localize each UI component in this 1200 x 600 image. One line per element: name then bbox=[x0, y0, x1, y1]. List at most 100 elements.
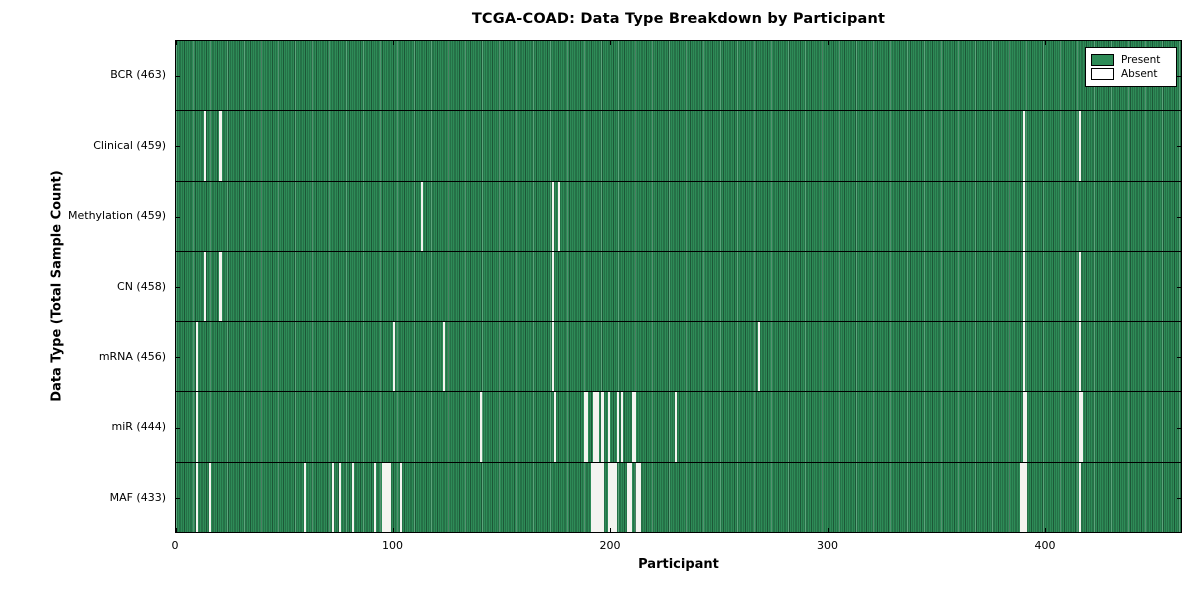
absent-stripe bbox=[551, 181, 554, 251]
xtick-mark bbox=[610, 528, 612, 532]
absent-stripe bbox=[636, 462, 639, 532]
absent-stripe bbox=[1022, 181, 1025, 251]
heatmap-row-miR bbox=[176, 391, 1181, 462]
absent-stripe bbox=[607, 462, 611, 532]
ytick-label-Clinical: Clinical (459) bbox=[93, 138, 166, 152]
ytick-mark bbox=[1177, 498, 1181, 500]
absent-stripe bbox=[586, 392, 589, 462]
absent-stripe bbox=[592, 392, 595, 462]
absent-stripe bbox=[382, 462, 385, 532]
xtick-label-300: 300 bbox=[816, 539, 838, 552]
absent-stripe bbox=[551, 251, 554, 322]
xtick-mark bbox=[392, 41, 394, 45]
absent-stripe bbox=[614, 462, 617, 532]
absent-stripe bbox=[551, 322, 554, 392]
heatmap-row-mRNA bbox=[176, 321, 1181, 392]
x-axis-title: Participant bbox=[638, 557, 719, 572]
ytick-mark bbox=[1177, 357, 1181, 359]
absent-stripe bbox=[601, 392, 604, 462]
absent-stripe bbox=[332, 462, 335, 532]
absent-stripe bbox=[612, 462, 615, 532]
ytick-mark bbox=[176, 287, 180, 288]
absent-stripe bbox=[1022, 462, 1025, 532]
absent-stripe bbox=[1078, 462, 1082, 532]
absent-stripe bbox=[1078, 111, 1082, 181]
present-swatch bbox=[1091, 54, 1114, 66]
ytick-mark bbox=[1177, 216, 1181, 218]
absent-stripe bbox=[351, 462, 354, 532]
xtick-mark bbox=[610, 41, 612, 45]
absent-stripe bbox=[1022, 111, 1025, 181]
absent-stripe bbox=[304, 462, 307, 532]
xtick-mark bbox=[175, 41, 177, 45]
absent-stripe bbox=[638, 462, 641, 532]
absent-stripe bbox=[373, 462, 376, 532]
absent-stripe bbox=[627, 462, 630, 532]
absent-stripe bbox=[1078, 322, 1082, 392]
absent-stripe bbox=[479, 392, 483, 462]
absent-stripe bbox=[442, 322, 446, 392]
chart-title: TCGA-COAD: Data Type Breakdown by Partic… bbox=[471, 11, 886, 27]
absent-stripe bbox=[421, 181, 424, 251]
absent-stripe bbox=[1022, 392, 1025, 462]
absent-stripe bbox=[338, 462, 341, 532]
legend-entry-present: Present bbox=[1091, 54, 1171, 66]
absent-stripe bbox=[208, 462, 211, 532]
absent-stripe bbox=[629, 462, 632, 532]
legend: Present Absent bbox=[1085, 47, 1177, 87]
ytick-label-CN: CN (458) bbox=[117, 279, 166, 293]
absent-stripe bbox=[599, 462, 602, 532]
ytick-mark bbox=[176, 216, 180, 218]
xtick-mark bbox=[392, 528, 394, 532]
absent-stripe bbox=[597, 462, 600, 532]
absent-stripe bbox=[757, 322, 760, 392]
absent-stripe bbox=[594, 392, 598, 462]
xtick-mark bbox=[175, 528, 177, 532]
ytick-label-Methylation: Methylation (459) bbox=[68, 209, 166, 223]
xtick-label-200: 200 bbox=[599, 539, 621, 552]
absent-stripe bbox=[601, 462, 604, 532]
absent-stripe bbox=[204, 111, 207, 181]
xtick-mark bbox=[827, 528, 829, 532]
xtick-mark bbox=[1045, 528, 1047, 532]
absent-stripe bbox=[1078, 251, 1082, 322]
ytick-mark bbox=[1177, 146, 1181, 148]
absent-stripe bbox=[597, 392, 600, 462]
absent-stripe bbox=[584, 392, 587, 462]
absent-stripe bbox=[607, 392, 611, 462]
absent-stripe bbox=[204, 251, 207, 322]
absent-stripe bbox=[558, 181, 561, 251]
heatmap-rows bbox=[176, 41, 1181, 532]
absent-stripe bbox=[1022, 322, 1025, 392]
absent-swatch bbox=[1091, 68, 1114, 80]
absent-stripe bbox=[1078, 392, 1082, 462]
xtick-label-400: 400 bbox=[1034, 539, 1056, 552]
absent-stripe bbox=[393, 322, 396, 392]
ytick-mark bbox=[176, 75, 180, 77]
absent-stripe bbox=[675, 392, 678, 462]
heatmap-row-BCR bbox=[176, 41, 1181, 111]
absent-stripe bbox=[553, 392, 556, 462]
ytick-mark bbox=[176, 357, 180, 359]
absent-stripe bbox=[1022, 251, 1025, 322]
heatmap-row-MAF bbox=[176, 461, 1181, 532]
heatmap-row-Methylation bbox=[176, 180, 1181, 251]
absent-stripe bbox=[620, 392, 624, 462]
absent-stripe bbox=[195, 392, 198, 462]
ytick-label-mRNA: mRNA (456) bbox=[98, 349, 166, 363]
ytick-mark bbox=[176, 146, 180, 148]
legend-present-label: Present bbox=[1121, 54, 1161, 66]
absent-stripe bbox=[388, 462, 391, 532]
absent-stripe bbox=[399, 462, 402, 532]
absent-stripe bbox=[386, 462, 389, 532]
plot-area bbox=[175, 40, 1182, 533]
absent-stripe bbox=[219, 251, 222, 322]
legend-absent-label: Absent bbox=[1121, 68, 1158, 80]
ytick-mark bbox=[1177, 427, 1181, 429]
absent-stripe bbox=[594, 462, 598, 532]
legend-entry-absent: Absent bbox=[1091, 68, 1171, 80]
absent-stripe bbox=[384, 462, 387, 532]
xtick-label-0: 0 bbox=[171, 539, 179, 552]
absent-stripe bbox=[634, 392, 637, 462]
absent-stripe bbox=[590, 462, 593, 532]
